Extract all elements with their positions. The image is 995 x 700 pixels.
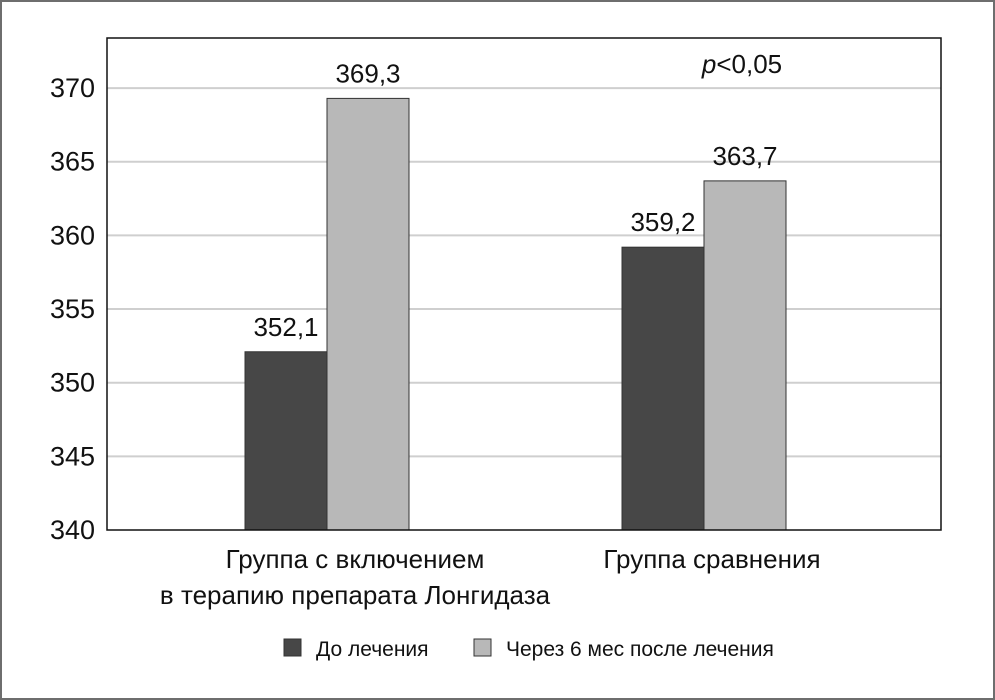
data-label: 352,1 bbox=[253, 312, 318, 342]
bar bbox=[326, 97, 410, 531]
bar bbox=[244, 351, 328, 531]
y-tick-label: 340 bbox=[50, 515, 95, 545]
y-tick-label: 345 bbox=[50, 441, 95, 471]
significance-annotation: p<0,05 bbox=[701, 49, 782, 79]
x-tick-label: Группа сравнения bbox=[603, 544, 820, 574]
data-label: 363,7 bbox=[712, 141, 777, 171]
y-tick-label: 365 bbox=[50, 147, 95, 177]
data-label: 359,2 bbox=[630, 207, 695, 237]
y-tick-label: 370 bbox=[50, 73, 95, 103]
legend-label: До лечения bbox=[316, 638, 429, 661]
x-tick-label: Группа с включением bbox=[226, 544, 485, 574]
y-tick-label: 355 bbox=[50, 294, 95, 324]
plot-border bbox=[106, 37, 942, 531]
x-tick-label: в терапию препарата Лонгидаза bbox=[160, 580, 551, 610]
y-tick-label: 360 bbox=[50, 220, 95, 250]
bar bbox=[703, 180, 787, 531]
p-value: <0,05 bbox=[716, 49, 782, 79]
p-symbol: p bbox=[701, 49, 716, 79]
bar bbox=[621, 246, 705, 531]
legend-swatch bbox=[283, 638, 302, 657]
data-label: 369,3 bbox=[335, 58, 400, 88]
y-tick-label: 350 bbox=[50, 368, 95, 398]
legend-label: Через 6 мес после лечения bbox=[506, 638, 774, 661]
legend-swatch bbox=[473, 638, 492, 657]
